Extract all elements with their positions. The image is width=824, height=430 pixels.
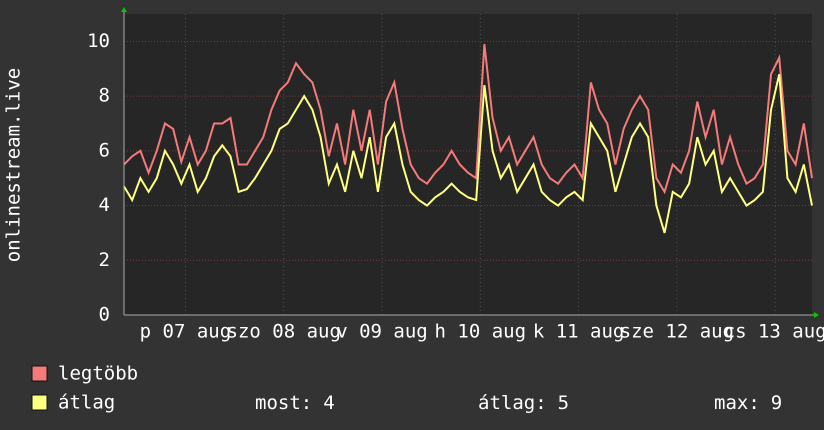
series-line [123, 43, 813, 195]
stat-value: 4 [323, 392, 334, 414]
legend-label: legtöbb [58, 363, 138, 385]
axis-arrow [121, 7, 127, 12]
x-tick-label: p 07 aug [140, 321, 232, 343]
x-tick-label: cs 13 aug [724, 321, 824, 343]
stat-value: 9 [771, 392, 782, 414]
stat-label: max: [714, 392, 760, 414]
y-tick-label: 10 [87, 30, 110, 52]
plot-area [124, 14, 812, 315]
y-axis-label: onlinestream.live [3, 68, 25, 262]
stat-value: 5 [558, 392, 569, 414]
stat: most: 4 [255, 392, 335, 414]
y-tick-label: 2 [99, 249, 110, 271]
x-tick-label: sze 12 aug [620, 321, 734, 343]
stat-label: most: [255, 392, 312, 414]
series-line [123, 73, 813, 234]
x-tick-label: szo 08 aug [227, 321, 341, 343]
stat: max: 9 [714, 392, 782, 414]
x-tick-label: k 11 aug [533, 321, 625, 343]
x-tick-label: v 09 aug [336, 321, 428, 343]
y-tick-label: 8 [99, 85, 110, 107]
x-tick-label: h 10 aug [435, 321, 527, 343]
y-tick-label: 6 [99, 139, 110, 161]
legend-swatch [31, 394, 48, 411]
stat-label: átlag: [478, 392, 547, 414]
legend-swatch [31, 365, 48, 382]
y-tick-label: 0 [99, 304, 110, 326]
y-tick-label: 4 [99, 194, 110, 216]
stat: átlag: 5 [478, 392, 569, 414]
axis-arrow [814, 312, 819, 318]
legend-label: átlag [58, 392, 115, 414]
